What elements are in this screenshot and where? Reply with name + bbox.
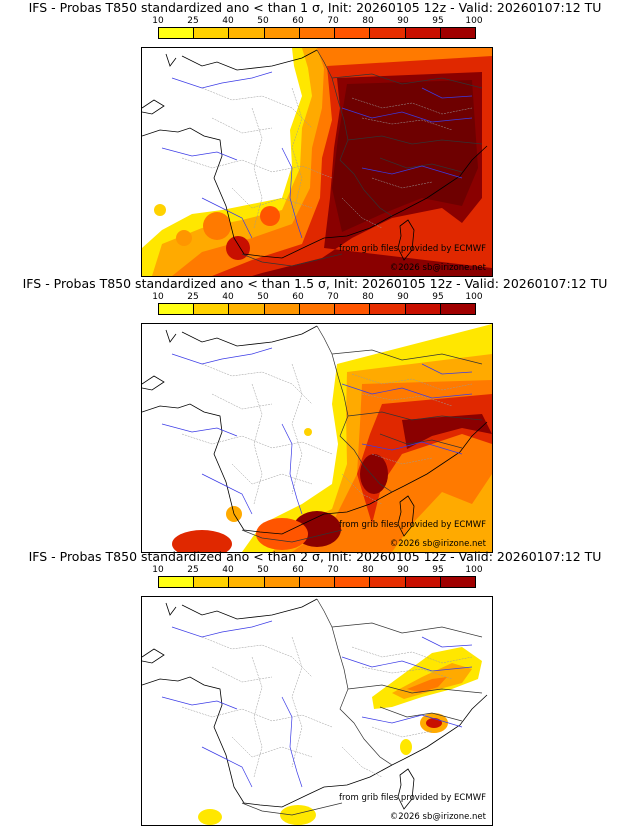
scale-tick-label: 100 <box>465 16 483 26</box>
scale-tick-label: 60 <box>292 565 304 575</box>
panel-title: IFS - Probas T850 standardized ano < tha… <box>22 276 608 291</box>
probability-map: from grib files provided by ECMWF ©2026 … <box>141 47 493 277</box>
color-bar <box>158 576 476 588</box>
data-source-credit: from grib files provided by ECMWF <box>339 793 486 803</box>
color-segment <box>159 28 195 38</box>
probability-color-scale: 10 25 40 50 60 70 80 90 95 100 <box>152 292 483 317</box>
map-drawing <box>142 324 492 552</box>
map-drawing <box>142 48 492 276</box>
scale-tick-label: 50 <box>257 565 269 575</box>
scale-tick-label: 60 <box>292 16 304 26</box>
scale-tick-label: 40 <box>222 565 234 575</box>
scale-tick-label: 40 <box>222 16 234 26</box>
color-segment <box>335 28 371 38</box>
color-bar <box>158 303 476 315</box>
probability-field <box>198 647 482 825</box>
scale-tick-label: 80 <box>362 292 374 302</box>
scale-tick-label: 95 <box>432 16 444 26</box>
color-segment <box>264 304 300 314</box>
scale-tick-label: 80 <box>362 565 374 575</box>
color-segment <box>194 577 230 587</box>
scale-tick-label: 50 <box>257 16 269 26</box>
color-segment <box>440 28 475 38</box>
color-segment <box>194 28 230 38</box>
scale-tick-label: 60 <box>292 292 304 302</box>
scale-tick-label: 25 <box>187 292 199 302</box>
scale-tick-label: 40 <box>222 292 234 302</box>
panel-title: IFS - Probas T850 standardized ano < tha… <box>28 0 602 15</box>
scale-tick-label: 90 <box>397 292 409 302</box>
color-segment <box>229 28 265 38</box>
scale-tick-label: 10 <box>152 565 164 575</box>
color-segment <box>405 304 441 314</box>
color-segment <box>440 577 475 587</box>
color-segment <box>299 577 336 587</box>
color-bar <box>158 27 476 39</box>
scale-tick-label: 70 <box>327 565 339 575</box>
color-segment <box>440 304 475 314</box>
scale-tick-label: 95 <box>432 565 444 575</box>
copyright-credit: ©2026 sb@irizone.net <box>389 539 486 549</box>
color-segment <box>370 577 406 587</box>
color-segment <box>194 304 230 314</box>
scale-tick-label: 10 <box>152 292 164 302</box>
color-segment <box>229 577 265 587</box>
color-segment <box>159 304 195 314</box>
color-segment <box>335 304 371 314</box>
map-panel-1: IFS - Probas T850 standardized ano < tha… <box>0 0 630 277</box>
scale-tick-label: 95 <box>432 292 444 302</box>
color-segment <box>405 577 441 587</box>
panel-title: IFS - Probas T850 standardized ano < tha… <box>28 549 602 564</box>
map-panel-2: IFS - Probas T850 standardized ano < tha… <box>0 276 630 553</box>
color-segment <box>229 304 265 314</box>
probability-color-scale: 10 25 40 50 60 70 80 90 95 100 <box>152 565 483 590</box>
color-segment <box>159 577 195 587</box>
scale-tick-label: 70 <box>327 292 339 302</box>
map-panel-3: IFS - Probas T850 standardized ano < tha… <box>0 549 630 826</box>
data-source-credit: from grib files provided by ECMWF <box>339 520 486 530</box>
scale-tick-label: 100 <box>465 565 483 575</box>
color-segment <box>264 28 300 38</box>
scale-tick-label: 25 <box>187 565 199 575</box>
data-source-credit: from grib files provided by ECMWF <box>339 244 486 254</box>
color-segment <box>299 304 336 314</box>
color-segment <box>264 577 300 587</box>
probability-map: from grib files provided by ECMWF ©2026 … <box>141 323 493 553</box>
scale-tick-label: 90 <box>397 565 409 575</box>
scale-tick-label: 70 <box>327 16 339 26</box>
copyright-credit: ©2026 sb@irizone.net <box>389 263 486 273</box>
probability-map: from grib files provided by ECMWF ©2026 … <box>141 596 493 826</box>
probability-color-scale: 10 25 40 50 60 70 80 90 95 100 <box>152 16 483 41</box>
scale-tick-label: 25 <box>187 16 199 26</box>
color-segment <box>299 28 336 38</box>
color-segment <box>370 304 406 314</box>
scale-tick-label: 50 <box>257 292 269 302</box>
map-drawing <box>142 598 488 825</box>
color-segment <box>335 577 371 587</box>
scale-tick-label: 100 <box>465 292 483 302</box>
scale-tick-label: 90 <box>397 16 409 26</box>
scale-tick-label: 80 <box>362 16 374 26</box>
probability-field <box>172 324 492 552</box>
copyright-credit: ©2026 sb@irizone.net <box>389 812 486 822</box>
scale-tick-label: 10 <box>152 16 164 26</box>
color-segment <box>370 28 406 38</box>
color-segment <box>405 28 441 38</box>
